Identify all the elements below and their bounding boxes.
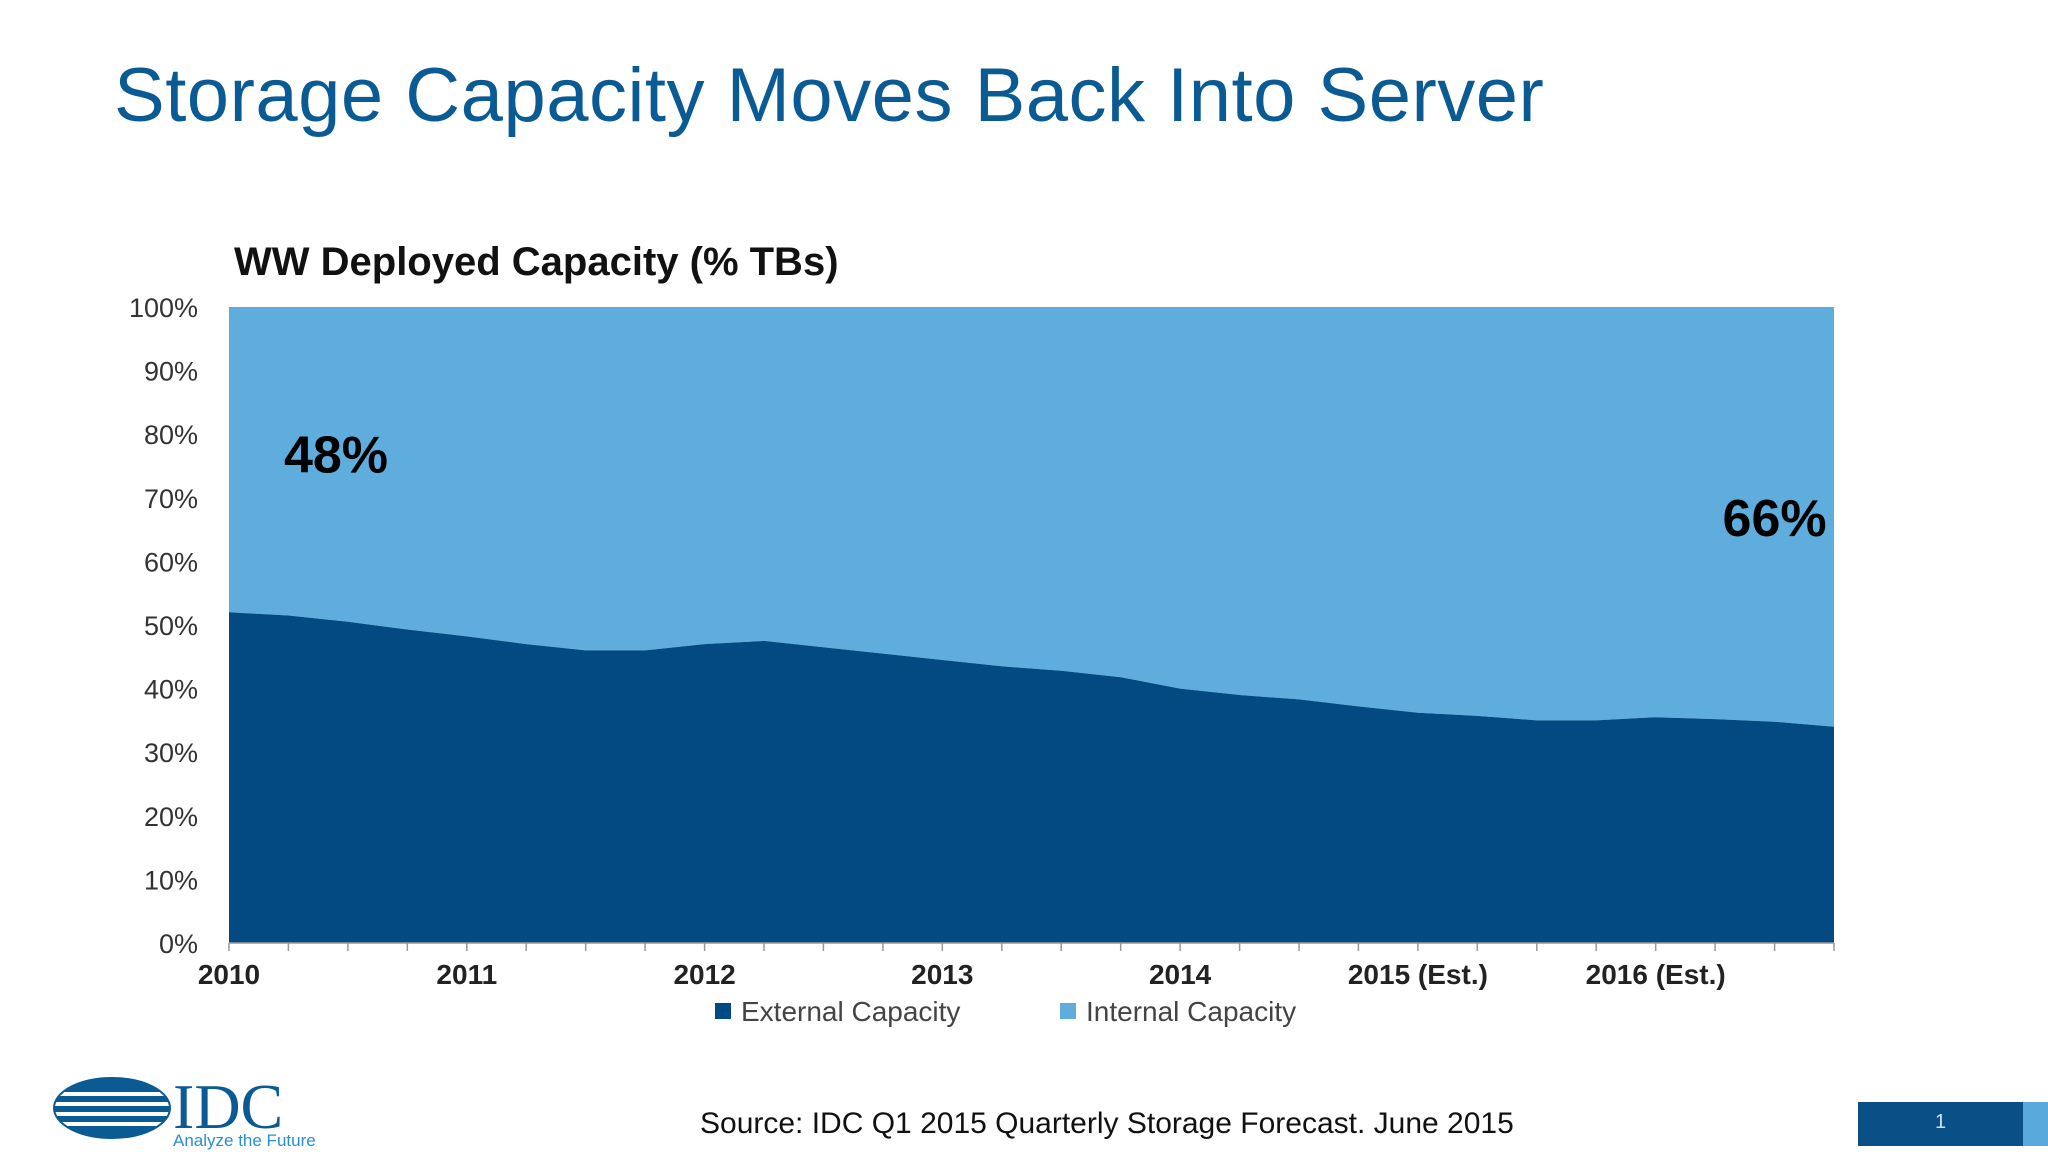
annotation-label: 48% xyxy=(284,426,388,484)
y-tick-label: 100% xyxy=(129,293,198,323)
x-tick-label: 2013 xyxy=(911,959,973,990)
plot-area xyxy=(229,307,1834,943)
logo-tagline: Analyze the Future xyxy=(173,1131,316,1150)
legend-swatch xyxy=(715,1003,731,1019)
x-tick-label: 2015 (Est.) xyxy=(1348,959,1488,990)
globe-icon xyxy=(52,1077,172,1139)
x-tick-label: 2014 xyxy=(1149,959,1212,990)
x-tick-label: 2011 xyxy=(436,959,497,990)
logo-wordmark: IDC xyxy=(173,1071,283,1142)
series-area-internal-capacity xyxy=(229,307,1834,727)
annotations: 48% 66% xyxy=(284,426,1827,548)
y-tick-label: 10% xyxy=(144,865,198,895)
y-tick-label: 0% xyxy=(159,929,198,959)
page-tab-accent xyxy=(2023,1102,2048,1146)
page-number: 1 xyxy=(1858,1102,2023,1146)
x-tick-label: 2016 (Est.) xyxy=(1586,959,1726,990)
y-tick-label: 60% xyxy=(144,547,198,577)
series-area-external-capacity xyxy=(229,612,1834,943)
y-tick-label: 70% xyxy=(144,484,198,514)
x-tick-label: 2012 xyxy=(673,959,735,990)
x-tick-label: 2010 xyxy=(198,959,260,990)
capacity-area-chart: WW Deployed Capacity (% TBs) 0% 10% 20% 30%… xyxy=(129,240,1835,1027)
legend-label: External Capacity xyxy=(741,996,960,1027)
y-tick-label: 40% xyxy=(144,675,198,705)
slide-title: Storage Capacity Moves Back Into Server xyxy=(114,53,1545,138)
y-tick-label: 30% xyxy=(144,738,198,768)
idc-logo: IDC Analyze the Future xyxy=(52,1071,316,1150)
x-axis: 2010 2011 2012 2013 2014 2015 (Est.) 2016 (Est… xyxy=(198,942,1835,990)
annotation-label: 66% xyxy=(1723,490,1827,548)
legend-swatch xyxy=(1060,1003,1076,1019)
chart-title: WW Deployed Capacity (% TBs) xyxy=(234,240,839,284)
legend: External Capacity Internal Capacity xyxy=(715,996,1296,1027)
legend-label: Internal Capacity xyxy=(1086,996,1296,1027)
source-note: Source: IDC Q1 2015 Quarterly Storage Fo… xyxy=(700,1107,1514,1140)
y-axis: 0% 10% 20% 30% 40% 50% 60% 70% 80% 90% 100% xyxy=(129,293,198,959)
y-tick-label: 20% xyxy=(144,802,198,832)
y-tick-label: 90% xyxy=(144,357,198,387)
y-tick-label: 50% xyxy=(144,611,198,641)
y-tick-label: 80% xyxy=(144,420,198,450)
